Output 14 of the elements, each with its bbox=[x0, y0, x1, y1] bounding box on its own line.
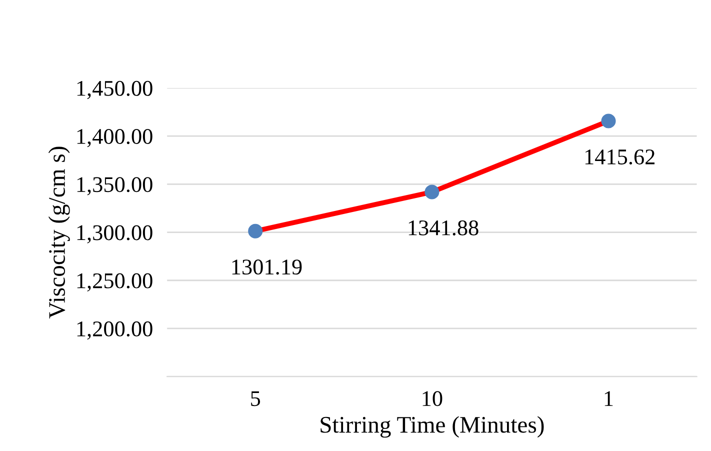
y-tick-label: 1,300.00 bbox=[77, 225, 152, 244]
y-tick-label: 1,450.00 bbox=[77, 80, 152, 100]
y-tick-label: 1,400.00 bbox=[77, 128, 152, 148]
y-tick-label: 1,200.00 bbox=[77, 321, 152, 340]
y-tick-label: 1,250.00 bbox=[77, 273, 152, 292]
x-tick-label: 1 bbox=[604, 391, 613, 406]
data-label: 1301.19 bbox=[232, 260, 302, 275]
data-label: 1415.62 bbox=[585, 150, 654, 165]
x-axis-title: Stirring Time (Minutes) bbox=[320, 416, 544, 438]
x-tick-label: 5 bbox=[251, 391, 260, 406]
y-axis-title: Viscocity (g/cm s) bbox=[48, 146, 70, 319]
x-tick-label: 10 bbox=[422, 391, 442, 406]
data-label: 1341.88 bbox=[408, 220, 478, 236]
y-tick-label: 1,350.00 bbox=[77, 177, 152, 196]
